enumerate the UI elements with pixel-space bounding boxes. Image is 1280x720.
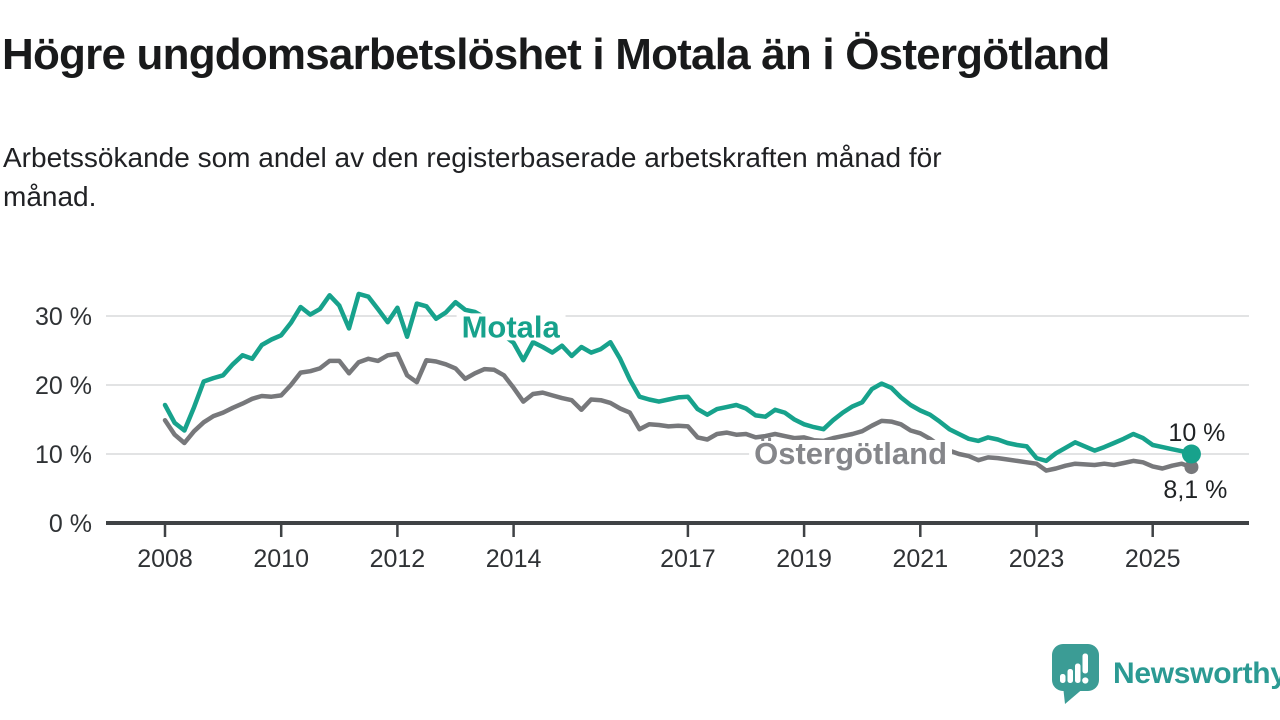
series-label-motala: Motala [462,309,561,344]
end-dot-ostergotland [1184,460,1199,475]
series-label-bg [456,313,566,341]
y-axis-label: 0 % [49,510,92,538]
chart-subtitle-line1: Arbetssökande som andel av den registerb… [3,142,942,173]
series-label-bg [749,439,953,467]
series-line-ostergotland [162,351,1194,473]
end-value-label-ostergotland: 8,1 % [1163,476,1227,504]
y-axis-label: 10 % [35,441,92,469]
end-dot-motala [1181,444,1201,464]
series-label-ostergotland: Östergötland [754,436,947,471]
y-axis-label: 30 % [35,303,92,331]
chart-subtitle-line2: månad. [3,181,97,212]
x-axis-label: 2012 [370,545,426,573]
series-line-motala [162,291,1194,464]
x-axis-label: 2010 [253,545,309,573]
x-axis-label: 2008 [137,545,193,573]
x-axis-label: 2019 [776,545,832,573]
newsworthy-branding: Newsworthy [1052,642,1280,706]
x-axis-label: 2017 [660,545,716,573]
end-value-label-motala: 10 % [1168,419,1225,447]
x-axis-label: 2025 [1125,545,1181,573]
chart-title: Högre ungdomsarbetslöshet i Motala än i … [2,30,1110,79]
x-axis-label: 2021 [892,545,948,573]
x-axis-label: 2014 [486,545,542,573]
newsworthy-logo-text: Newsworthy [1113,657,1280,690]
logo-bar-chart-icon [1060,653,1089,684]
chart-subtitle: Arbetssökande som andel av den registerb… [3,138,942,216]
x-axis-label: 2023 [1009,545,1065,573]
y-axis-label: 20 % [35,372,92,400]
newsworthy-logo-icon [1052,644,1099,704]
